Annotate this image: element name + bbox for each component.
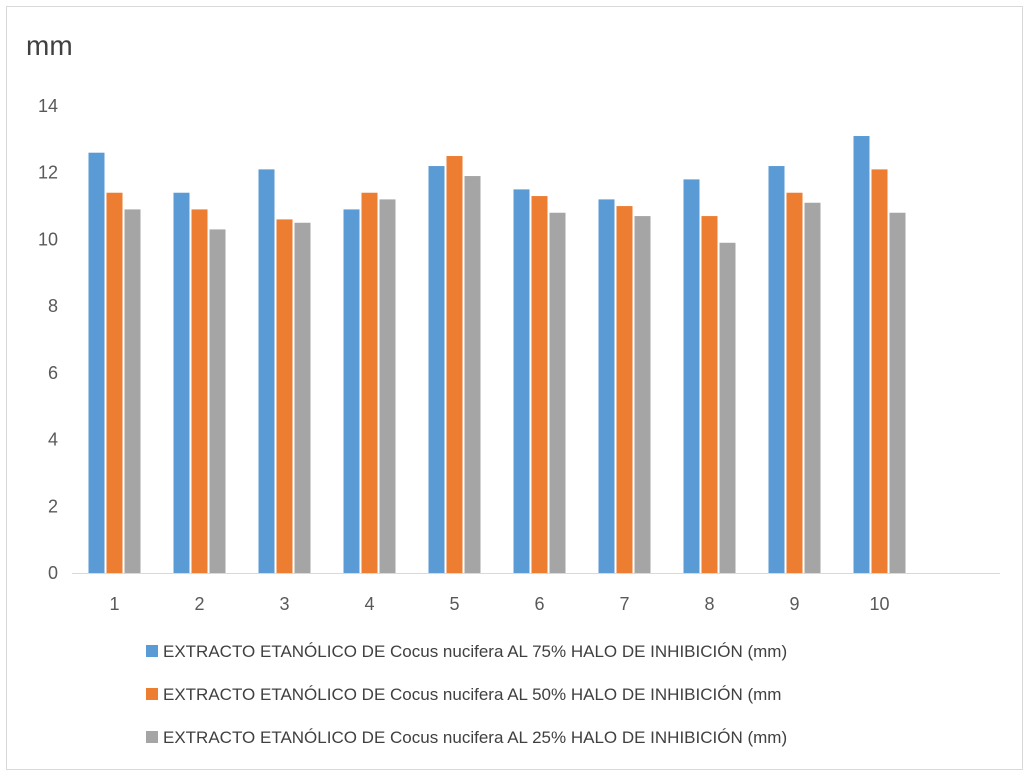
x-tick-label: 2 — [194, 594, 204, 614]
y-tick-label: 4 — [48, 430, 58, 450]
x-tick-label: 10 — [869, 594, 889, 614]
bar-series-1 — [683, 179, 700, 573]
x-tick-label: 4 — [364, 594, 374, 614]
bar-series-3 — [294, 222, 311, 573]
bar-series-1 — [513, 189, 530, 573]
x-tick-label: 8 — [704, 594, 714, 614]
bar-series-3 — [124, 209, 141, 573]
legend-swatch-series-2 — [146, 688, 158, 700]
x-tick-label: 6 — [534, 594, 544, 614]
bar-series-1 — [173, 192, 190, 573]
bar-series-1 — [768, 166, 785, 574]
bar-series-1 — [853, 136, 870, 573]
y-tick-label: 8 — [48, 296, 58, 316]
legend-swatch-series-1 — [146, 645, 158, 657]
legend-swatch-series-3 — [146, 731, 158, 743]
bar-series-3 — [209, 229, 226, 573]
x-tick-label: 7 — [619, 594, 629, 614]
y-axis-unit-label: mm — [26, 30, 73, 61]
bar-series-2 — [276, 219, 293, 573]
bar-series-1 — [343, 209, 360, 573]
y-tick-label: 12 — [38, 163, 58, 183]
legend-label-series-1: EXTRACTO ETANÓLICO DE Cocus nucifera AL … — [163, 642, 787, 661]
y-tick-label: 14 — [38, 96, 58, 116]
bar-series-2 — [871, 169, 888, 573]
y-tick-label: 2 — [48, 496, 58, 516]
bar-series-3 — [804, 202, 821, 573]
bar-series-2 — [531, 196, 548, 574]
y-tick-label: 0 — [48, 563, 58, 583]
bar-series-1 — [258, 169, 275, 573]
bar-series-2 — [701, 216, 718, 574]
y-tick-label: 6 — [48, 363, 58, 383]
bar-series-1 — [598, 199, 615, 573]
bar-series-3 — [634, 216, 651, 574]
x-tick-label: 3 — [279, 594, 289, 614]
bar-series-2 — [616, 206, 633, 574]
bar-series-2 — [786, 192, 803, 573]
x-tick-label: 1 — [109, 594, 119, 614]
bar-series-3 — [719, 242, 736, 573]
bar-series-1 — [428, 166, 445, 574]
legend-label-series-3: EXTRACTO ETANÓLICO DE Cocus nucifera AL … — [163, 728, 787, 747]
bar-series-1 — [88, 152, 105, 573]
legend-label-series-2: EXTRACTO ETANÓLICO DE Cocus nucifera AL … — [163, 685, 781, 704]
y-tick-label: 10 — [38, 229, 58, 249]
x-tick-label: 5 — [449, 594, 459, 614]
bar-series-3 — [889, 212, 906, 573]
bar-series-2 — [446, 156, 463, 574]
bar-series-3 — [464, 176, 481, 574]
bar-series-2 — [106, 192, 123, 573]
x-tick-label: 9 — [789, 594, 799, 614]
bar-series-2 — [361, 192, 378, 573]
bar-series-3 — [379, 199, 396, 573]
bar-series-2 — [191, 209, 208, 573]
bar-series-3 — [549, 212, 566, 573]
